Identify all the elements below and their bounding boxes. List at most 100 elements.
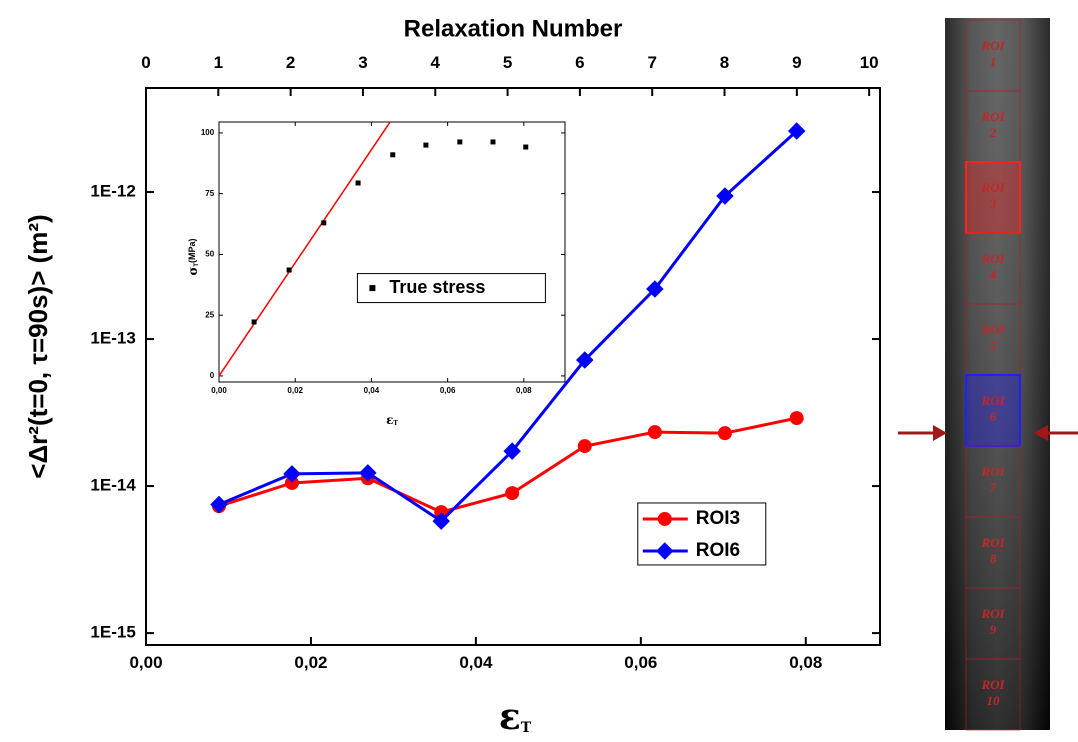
x2-tick-label: 4 (431, 53, 441, 72)
x-tick-label: 0,04 (364, 386, 380, 395)
x-tick-label: 0,02 (294, 653, 327, 672)
marker (577, 439, 592, 454)
marker (210, 495, 228, 514)
x2-axis-title: Relaxation Number (404, 15, 623, 42)
roi-label-line: 8 (990, 551, 997, 566)
legend-label: ROI6 (696, 540, 740, 561)
x-axis-title: εT (386, 413, 398, 427)
roi-label-line: ROI (980, 464, 1005, 479)
y-tick-label: 1E-14 (90, 476, 136, 495)
x-tick-label: 0,04 (459, 653, 493, 672)
marker (789, 411, 804, 426)
y-tick-label: 100 (201, 128, 215, 137)
marker (251, 319, 257, 325)
roi-label-line: 6 (990, 409, 997, 424)
marker (457, 139, 463, 145)
fit-line (218, 121, 391, 377)
x-tick-label: 0,06 (440, 386, 456, 395)
marker (647, 425, 662, 440)
y-axis-unit: (MPa) (187, 238, 197, 263)
marker (576, 351, 594, 369)
roi-label: ROI 3 (980, 180, 1005, 211)
x-tick-label: 0,00 (129, 653, 162, 672)
marker (503, 442, 521, 460)
marker (286, 267, 292, 273)
roi-label: ROI 9 (980, 606, 1005, 637)
legend-marker (657, 511, 672, 526)
y-tick-label: 1E-15 (90, 623, 135, 642)
marker (284, 475, 299, 490)
x-axis-symbol: ε (386, 413, 393, 427)
x-tick-label: 0,00 (211, 386, 227, 395)
legend-label: ROI3 (696, 508, 740, 529)
x2-tick-label: 0 (141, 53, 150, 72)
roi-label: ROI 2 (980, 109, 1005, 140)
x-axis-subscript: T (393, 420, 398, 427)
x-tick-label: 0,02 (287, 386, 303, 395)
roi-label: ROI 7 (980, 464, 1005, 495)
marker (432, 512, 450, 530)
y-tick-label: 1E-12 (90, 182, 135, 201)
marker (359, 464, 377, 482)
roi-label: ROI 4 (980, 251, 1005, 282)
x2-tick-label: 8 (720, 53, 729, 72)
roi-label-line: ROI (980, 109, 1005, 124)
y-axis-title: σT(MPa) (186, 238, 200, 275)
roi-label-line: ROI (980, 251, 1005, 266)
marker (523, 144, 529, 150)
legend-box (356, 273, 546, 304)
roi-label-line: 1 (990, 54, 997, 69)
legend-label: True stress (389, 277, 485, 297)
neck-arrows (898, 425, 1078, 441)
roi-label-line: ROI (980, 606, 1005, 621)
roi-label-line: ROI (980, 393, 1005, 408)
marker (355, 180, 361, 186)
x-tick-label: 0,08 (789, 653, 822, 672)
y-axis-symbol: σ (186, 267, 200, 276)
marker (321, 220, 327, 226)
x2-tick-label: 1 (214, 53, 223, 72)
roi-label-line: 3 (989, 196, 997, 211)
inset-chart: 0,00 0,02 0,04 0,06 0,080255075100εTσT(MPa)T… (186, 121, 566, 427)
marker (490, 139, 496, 145)
y-axis-title: <Δr²(t=0, τ=90s)> (m²) (23, 214, 53, 478)
x2-tick-label: 3 (358, 53, 367, 72)
x-tick-label: 0,08 (516, 386, 532, 395)
roi-label-line: 9 (990, 622, 997, 637)
plot-frame (218, 121, 566, 383)
roi-label-line: 5 (990, 338, 997, 353)
roi-label-line: 2 (989, 125, 997, 140)
marker (717, 426, 732, 441)
roi-label-line: ROI (980, 38, 1005, 53)
roi-label-line: 7 (990, 480, 997, 495)
roi-label: ROI 10 (980, 677, 1005, 708)
roi-label: ROI 5 (980, 322, 1005, 353)
x-axis-title: εT (499, 696, 532, 738)
marker (716, 187, 734, 205)
roi-label-line: 10 (987, 693, 1001, 708)
roi-label-line: ROI (980, 535, 1005, 550)
legend-box (637, 502, 767, 566)
roi-box (965, 161, 1021, 234)
x-axis-symbol: ε (499, 696, 521, 738)
legend-marker (369, 285, 376, 292)
marker (423, 142, 429, 148)
x2-tick-label: 5 (503, 53, 512, 72)
x-axis-subscript: T (521, 720, 532, 736)
y-tick-label: 75 (205, 189, 214, 198)
marker (390, 152, 396, 158)
marker (787, 122, 806, 140)
roi-box (965, 374, 1021, 447)
x2-tick-label: 10 (860, 53, 879, 72)
marker (646, 280, 664, 298)
y-tick-label: 0 (210, 371, 215, 380)
roi-label: ROI 6 (980, 393, 1005, 424)
y-tick-label: 25 (205, 310, 214, 319)
roi-box (965, 658, 1021, 731)
roi-label-line: ROI (980, 180, 1005, 195)
y-tick-label: 1E-13 (90, 329, 135, 348)
x2-tick-label: 7 (647, 53, 656, 72)
x2-tick-label: 2 (286, 53, 295, 72)
roi-label-line: ROI (980, 677, 1005, 692)
